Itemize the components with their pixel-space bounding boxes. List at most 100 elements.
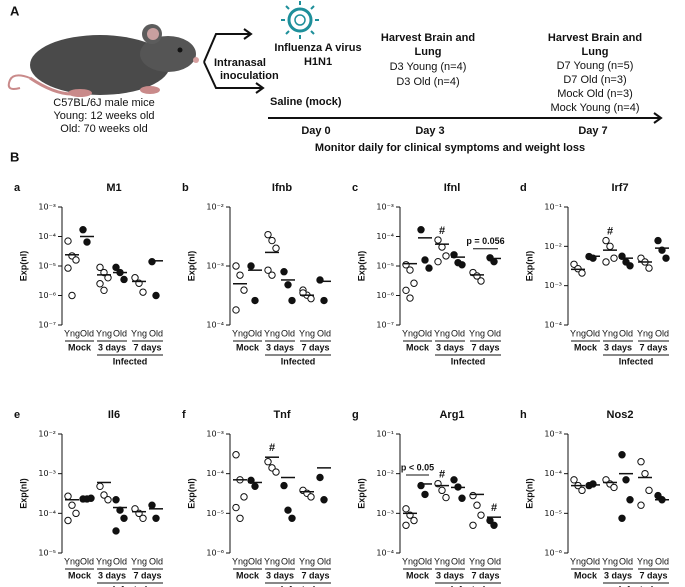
- data-point: [280, 481, 288, 490]
- y-axis-label: Exp(nl): [524, 251, 534, 282]
- y-tick-label: 10⁻⁵: [38, 262, 56, 271]
- x-tick-label: Yng: [64, 556, 80, 566]
- data-point: [236, 514, 244, 522]
- group-label: 3 days: [266, 570, 294, 580]
- data-point: [606, 242, 614, 251]
- infected-label: Infected: [113, 356, 148, 366]
- infected-label: Infected: [451, 356, 486, 366]
- y-axis-label: Exp(nl): [356, 478, 366, 509]
- data-point: [64, 264, 72, 272]
- data-point: [288, 514, 296, 522]
- data-point: [316, 473, 324, 482]
- group-label: Mock: [406, 342, 430, 352]
- x-tick-label: Old: [655, 328, 669, 338]
- y-tick-label: 10⁻⁴: [376, 549, 394, 558]
- data-point: [152, 514, 160, 522]
- group-label: 3 days: [436, 342, 464, 352]
- data-point: [100, 491, 108, 499]
- data-point: [402, 521, 410, 529]
- data-point: [284, 506, 292, 514]
- data-point: [104, 496, 112, 504]
- data-point: [96, 263, 104, 272]
- data-point: [425, 264, 433, 272]
- data-point: [112, 263, 120, 272]
- harvest-text: Mock Old (n=3): [557, 88, 633, 100]
- panel-letter: e: [14, 409, 20, 421]
- data-point: [236, 271, 244, 279]
- data-point: [139, 514, 147, 522]
- data-point: [272, 244, 280, 252]
- panel-letter: f: [182, 409, 186, 421]
- data-point: [473, 501, 481, 509]
- day-label: Day 0: [301, 125, 330, 137]
- data-point: [490, 521, 498, 529]
- data-point: [307, 493, 315, 501]
- group-label: 7 days: [133, 570, 161, 580]
- data-point: [240, 286, 248, 294]
- x-tick-label: Yng: [402, 556, 418, 566]
- data-point: [626, 496, 634, 504]
- y-tick-label: 10⁻³: [38, 203, 56, 212]
- x-tick-label: Old: [655, 556, 669, 566]
- x-tick-label: Yng: [469, 328, 485, 338]
- chart-title: Il6: [108, 409, 120, 421]
- y-tick-label: 10⁻⁵: [206, 509, 224, 518]
- group-label: Mock: [68, 570, 92, 580]
- x-tick-label: Old: [586, 556, 600, 566]
- harvest-text: Lung: [582, 46, 609, 58]
- y-axis-label: Exp(nl): [356, 251, 366, 282]
- data-point: [434, 257, 442, 266]
- group-label: 7 days: [133, 342, 161, 352]
- data-point: [406, 294, 414, 302]
- infected-label: Infected: [281, 356, 316, 366]
- y-tick-label: 10⁻³: [376, 509, 394, 518]
- x-tick-label: Yng: [570, 328, 586, 338]
- group-label: Mock: [574, 342, 598, 352]
- data-point: [410, 516, 418, 525]
- x-tick-label: Yng: [232, 328, 248, 338]
- x-tick-label: Old: [149, 328, 163, 338]
- data-point: [268, 236, 276, 245]
- data-point: [637, 501, 645, 509]
- harvest-text: Harvest Brain and: [381, 32, 475, 44]
- chart-title: Nos2: [607, 409, 634, 421]
- panel-letter: h: [520, 409, 527, 421]
- data-point: [96, 280, 104, 288]
- x-tick-label: Yng: [264, 556, 280, 566]
- harvest-text: D3 Old (n=4): [396, 76, 459, 88]
- x-tick-label: Yng: [637, 328, 653, 338]
- data-point: [288, 296, 296, 305]
- data-point: [72, 509, 80, 518]
- data-point: [570, 476, 578, 484]
- y-tick-label: 10⁻⁵: [544, 509, 562, 518]
- panel-letter: b: [182, 182, 189, 194]
- data-point: [100, 286, 108, 295]
- harvest-text: Mock Young (n=4): [551, 102, 640, 114]
- significance-mark: #: [269, 442, 275, 454]
- y-tick-label: 10⁻⁵: [38, 549, 56, 558]
- chart-title: Irf7: [611, 182, 628, 194]
- group-label: Mock: [574, 570, 598, 580]
- y-tick-label: 10⁻⁴: [544, 321, 562, 330]
- timeline: [268, 112, 663, 124]
- x-tick-label: Yng: [602, 328, 618, 338]
- data-point: [120, 275, 128, 284]
- significance-mark: #: [439, 225, 445, 237]
- mouse-illustration: [7, 24, 199, 97]
- day-label: Day 3: [415, 125, 444, 137]
- data-point: [645, 486, 653, 495]
- data-point: [72, 256, 80, 264]
- x-tick-label: Yng: [434, 328, 450, 338]
- chart-title: Tnf: [273, 409, 290, 421]
- panel-label: B: [10, 149, 19, 164]
- panel-letter: g: [352, 409, 359, 421]
- group-label: 3 days: [98, 570, 126, 580]
- data-point: [434, 236, 442, 244]
- x-tick-label: Old: [586, 328, 600, 338]
- mouse-text: Old: 70 weeks old: [60, 123, 147, 135]
- data-point: [240, 493, 248, 501]
- y-axis-label: Exp(nl): [18, 251, 28, 282]
- group-label: Mock: [406, 570, 430, 580]
- data-point: [402, 286, 410, 295]
- data-point: [490, 257, 498, 266]
